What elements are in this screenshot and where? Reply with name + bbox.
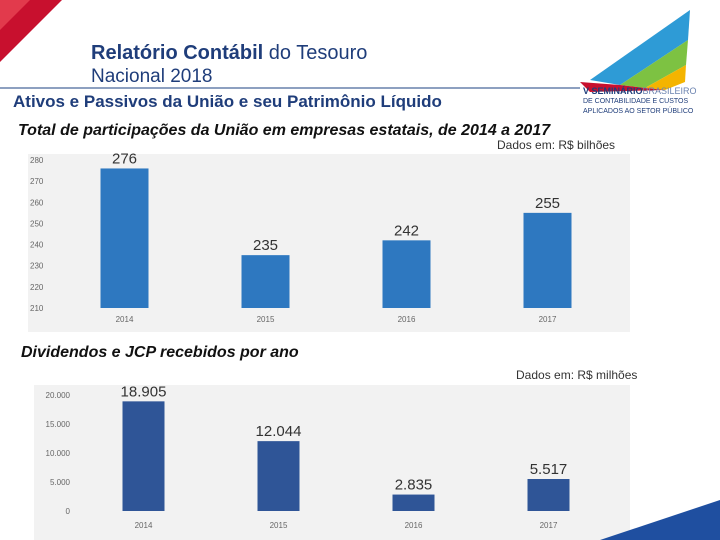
chart1-data-label: 242: [394, 222, 419, 239]
page-title-bold: Relatório Contábil: [91, 42, 264, 64]
chart1-ytick-label: 240: [30, 241, 44, 250]
logo-line3: APLICADOS AO SETOR PÚBLICO: [583, 108, 694, 115]
page-subtitle: Ativos e Passivos da União e seu Patrimô…: [13, 92, 442, 111]
page-title-rest: do Tesouro: [263, 42, 368, 64]
chart1-title: Total de participações da União em empre…: [18, 122, 551, 139]
chart1-data-label: 276: [112, 150, 137, 167]
chart2-bar: [527, 479, 570, 511]
chart1-unit-label: Dados em: R$ bilhões: [497, 138, 616, 152]
chart1-ytick-label: 260: [30, 198, 44, 207]
seminar-logo: [580, 10, 690, 92]
logo-line1-rest: BRASILEIRO: [642, 86, 697, 96]
chart2-data-label: 5.517: [530, 461, 568, 478]
chart2-unit-label: Dados em: R$ milhões: [516, 368, 638, 382]
chart1-ytick-label: 230: [30, 262, 44, 271]
chart1-bar: [382, 240, 431, 308]
chart2-ytick-label: 10.000: [46, 449, 71, 458]
logo-line2: DE CONTABILIDADE E CUSTOS: [583, 98, 689, 105]
logo-line1-bold: V SEMINÁRIO: [583, 86, 643, 96]
chart2-ytick-label: 5.000: [50, 478, 71, 487]
chart2-ytick-label: 20.000: [46, 391, 71, 400]
chart1-ytick-label: 250: [30, 219, 44, 228]
chart1-ytick-label: 270: [30, 177, 44, 186]
chart1-bar: [241, 255, 290, 308]
chart2-ytick-label: 15.000: [46, 420, 71, 429]
page-title: Relatório Contábil do Tesouro: [91, 42, 367, 65]
chart1-xtick-label: 2015: [257, 315, 275, 324]
corner-decoration-light: [0, 0, 30, 30]
bottom-decoration: [600, 500, 720, 540]
page-title-line2: Nacional 2018: [91, 66, 213, 87]
chart2-xtick-label: 2017: [540, 521, 558, 530]
chart2-ytick-label: 0: [66, 507, 71, 516]
chart1-bar: [523, 212, 572, 308]
chart1-xtick-label: 2014: [116, 315, 134, 324]
logo-text: V SEMINÁRIOBRASILEIRO: [583, 86, 697, 96]
chart2-bar: [257, 441, 300, 511]
chart1-ytick-label: 210: [30, 304, 44, 313]
chart2-bar: [392, 494, 435, 511]
title-divider: [0, 87, 580, 89]
chart1-xtick-label: 2016: [398, 315, 416, 324]
chart2-xtick-label: 2015: [270, 521, 288, 530]
chart2-data-label: 2.835: [395, 477, 433, 494]
chart1-data-label: 255: [535, 195, 560, 212]
chart1-xtick-label: 2017: [539, 315, 557, 324]
chart1-ytick-label: 280: [30, 156, 44, 165]
chart1-bar: [100, 168, 149, 308]
chart2-data-label: 18.905: [121, 383, 167, 400]
chart2-data-label: 12.044: [256, 423, 302, 440]
chart2-xtick-label: 2016: [405, 521, 423, 530]
chart2-title: Dividendos e JCP recebidos por ano: [21, 344, 299, 361]
chart2-bar: [122, 401, 165, 511]
chart2-xtick-label: 2014: [135, 521, 153, 530]
chart1-ytick-label: 220: [30, 283, 44, 292]
chart1-data-label: 235: [253, 237, 278, 254]
